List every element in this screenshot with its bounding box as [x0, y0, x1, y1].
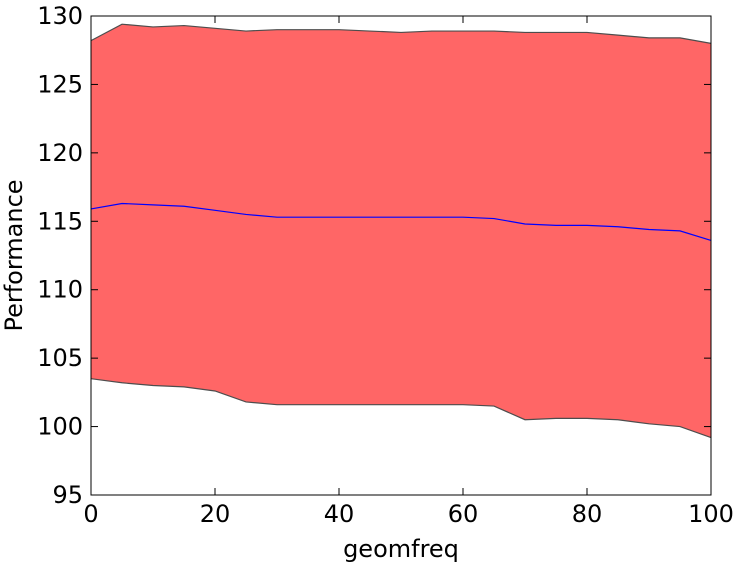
range-band: [91, 24, 711, 438]
y-tick-label: 115: [37, 207, 83, 235]
x-tick-label: 0: [83, 500, 98, 528]
y-tick-label: 95: [52, 481, 83, 509]
x-tick-label: 20: [200, 500, 231, 528]
x-tick-label: 60: [448, 500, 479, 528]
y-tick-label: 105: [37, 344, 83, 372]
x-tick-label: 100: [688, 500, 734, 528]
y-axis-label: Performance: [0, 179, 28, 331]
y-tick-label: 120: [37, 139, 83, 167]
mean-line: [90, 202, 712, 242]
lower-bound-line: [90, 378, 712, 439]
plot-frame: [90, 15, 712, 496]
y-tick-label: 125: [37, 70, 83, 98]
x-tick-label: 40: [324, 500, 355, 528]
axis-ticks: 0 20 40 60 80 100 95 100 105 110 115 120 125 130: [37, 2, 734, 528]
upper-bound-line: [90, 23, 712, 44]
y-tick-label: 130: [37, 2, 83, 30]
x-tick-label: 80: [572, 500, 603, 528]
plot-area: [90, 23, 712, 439]
y-tick-label: 100: [37, 413, 83, 441]
x-axis-label: geomfreq: [343, 535, 459, 563]
y-tick-label: 110: [37, 276, 83, 304]
